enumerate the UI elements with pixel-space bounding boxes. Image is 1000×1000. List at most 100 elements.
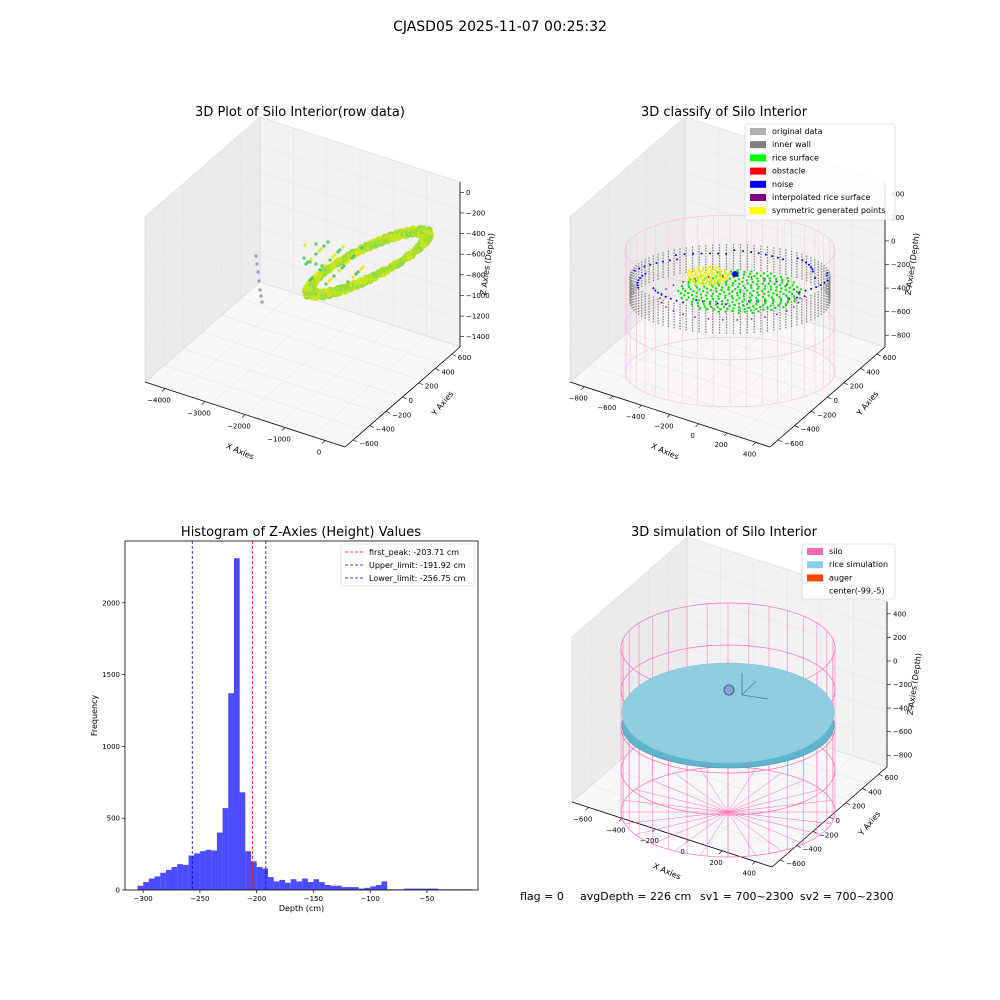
rice-surface-point <box>786 301 789 304</box>
rice-surface-point <box>700 296 703 299</box>
legend-label: inner wall <box>772 140 811 149</box>
rice-surface-point <box>728 292 731 295</box>
z-tick-label: −800 <box>891 332 910 340</box>
rice-surface-point <box>761 295 765 299</box>
raw-point <box>360 246 364 250</box>
rice-surface-point <box>766 306 769 309</box>
silo-wire-line <box>635 811 729 835</box>
histogram-bar <box>268 877 274 890</box>
x-tick-label: −200 <box>654 423 673 431</box>
sv1-text: sv1 = 700~2300 <box>700 890 794 903</box>
noise-point <box>764 253 767 256</box>
rice-surface-point <box>775 293 779 297</box>
symmetric-point <box>701 278 704 282</box>
raw-point <box>359 267 363 271</box>
interpolated-point <box>672 284 675 286</box>
noise-point <box>657 291 659 294</box>
y-axis-label: Frequency <box>90 695 99 737</box>
symmetric-point <box>708 265 711 269</box>
interpolated-point <box>750 318 753 320</box>
x-tick-label: −800 <box>569 395 588 403</box>
rice-surface-point <box>748 296 751 299</box>
x-axis-label: X Axies <box>650 441 681 461</box>
noise-point <box>798 291 801 294</box>
rice-surface-point <box>724 310 727 313</box>
legend-swatch <box>750 194 766 201</box>
rice-surface-point <box>734 279 737 283</box>
silo-wire-line <box>700 768 729 813</box>
rice-surface-point <box>782 306 785 309</box>
symmetric-point <box>701 280 705 284</box>
legend-label: interpolated rice surface <box>772 193 870 202</box>
raw-point <box>302 256 306 260</box>
rice-surface-point <box>759 274 763 277</box>
rice-surface-point <box>763 287 766 291</box>
rice-surface-point <box>689 287 692 291</box>
rice-surface-point <box>763 298 767 301</box>
y-tick-label: 0 <box>834 397 838 405</box>
raw-point <box>319 247 323 251</box>
symmetric-point <box>709 276 713 279</box>
interpolated-point <box>665 288 667 290</box>
rice-surface-point <box>769 272 773 275</box>
z-tick-label: −200 <box>466 209 485 217</box>
symmetric-point <box>701 283 705 287</box>
y-tick-label: −200 <box>817 411 836 419</box>
rice-surface-point <box>704 294 708 297</box>
raw-point <box>260 300 264 304</box>
noise-point <box>804 289 807 292</box>
symmetric-point <box>694 282 697 286</box>
noise-point <box>655 262 658 264</box>
noise-point <box>641 274 644 277</box>
rice-surface-point <box>746 303 749 306</box>
symmetric-point <box>695 275 699 278</box>
rice-surface-point <box>749 299 752 302</box>
y-tick-label: 1000 <box>102 743 120 751</box>
silo-wire-line <box>727 811 832 824</box>
y-tick-label: 1500 <box>102 671 120 679</box>
noise-point <box>682 301 685 304</box>
flag-text: flag = 0 <box>520 890 564 903</box>
y-tick-mark <box>385 411 391 414</box>
z-tick-label: −400 <box>466 230 485 238</box>
y-tick-label: 200 <box>852 803 865 811</box>
rice-surface-point <box>793 297 796 300</box>
rice-surface-point <box>780 287 783 290</box>
y-tick-mark <box>353 439 358 443</box>
rice-surface-point <box>754 303 758 306</box>
raw-point <box>322 244 326 248</box>
histogram-bar <box>353 887 359 890</box>
rice-surface-point <box>738 282 741 286</box>
interpolated-point <box>776 280 778 283</box>
rice-surface-point <box>684 289 687 293</box>
histogram-bar <box>188 855 195 890</box>
rice-surface-point <box>772 300 775 303</box>
grid-line <box>569 144 686 245</box>
interpolated-point <box>793 288 795 290</box>
rice-surface-point <box>763 279 766 283</box>
rice-surface-point <box>786 282 789 285</box>
rice-surface-point <box>795 290 799 293</box>
legend-label: center(-99,-5) <box>829 587 885 596</box>
rice-surface-point <box>785 294 788 297</box>
rice-surface-point <box>757 294 760 297</box>
x-tick-mark <box>161 388 166 392</box>
raw-point <box>326 240 330 244</box>
raw-point <box>341 245 345 249</box>
symmetric-point <box>709 278 712 282</box>
rice-surface-point <box>695 291 698 295</box>
rice-surface-point <box>749 292 752 295</box>
y-tick-mark <box>794 425 799 428</box>
rice-surface-point <box>711 277 715 280</box>
raw-point <box>345 261 349 265</box>
rice-surface-point <box>762 304 765 307</box>
noise-point <box>826 272 829 275</box>
rice-surface-point <box>757 310 760 313</box>
noise-point <box>815 286 818 289</box>
x-tick-mark <box>609 395 614 400</box>
histogram-legend <box>340 543 475 587</box>
interpolated-point <box>682 313 684 316</box>
histogram-bar <box>154 876 161 890</box>
z-tick-label: −400 <box>891 285 910 293</box>
raw-point <box>323 263 327 267</box>
